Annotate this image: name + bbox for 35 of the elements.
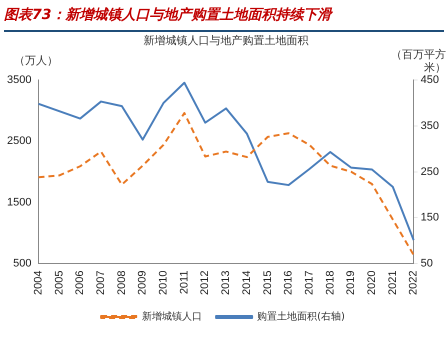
x-tick-label: 2009 (136, 270, 149, 296)
y-tick-label: 1500 (6, 196, 32, 208)
y-tick-label: 3500 (6, 74, 32, 86)
y-tick-label: 500 (13, 258, 32, 270)
x-tick-label: 2013 (220, 270, 232, 296)
x-tick-label: 2019 (345, 270, 358, 296)
x-tick-label: 2008 (116, 270, 128, 296)
x-tick-label: 2007 (95, 270, 108, 296)
x-tick-label: 2010 (158, 270, 170, 296)
x-tick-label: 2006 (74, 270, 86, 296)
y2-tick-label: 450 (420, 74, 440, 86)
legend-label: 购置土地面积(右轴) (257, 310, 345, 323)
y2-tick-label: 50 (420, 258, 433, 270)
x-tick-label: 2020 (366, 270, 378, 296)
y2-axis-title: （百万平方米） (391, 48, 446, 74)
x-tick-label: 2016 (282, 270, 295, 296)
x-tick-label: 2004 (32, 270, 44, 296)
x-tick-label: 2011 (178, 270, 190, 294)
y2-tick-label: 350 (420, 120, 440, 132)
x-tick-label: 2012 (199, 270, 212, 296)
y2-tick-label: 150 (420, 212, 440, 224)
legend-label: 新增城镇人口 (142, 310, 202, 323)
chart-title: 图表73：新增城镇人口与地产购置土地面积持续下滑 (4, 6, 332, 24)
x-tick-label: 2014 (240, 270, 253, 296)
x-tick-label: 2021 (386, 270, 399, 296)
y-tick-label: 2500 (6, 135, 32, 148)
x-tick-label: 2017 (303, 270, 316, 296)
line-series (37, 112, 415, 256)
x-tick-label: 2018 (324, 270, 336, 296)
chart-subtitle: 新增城镇人口与地产购置土地面积 (144, 34, 309, 47)
y2-tick-label: 250 (420, 166, 440, 178)
y-axis-title: （万人） (14, 54, 58, 67)
x-tick-label: 2005 (53, 270, 66, 296)
x-tick-label: 2015 (262, 270, 274, 296)
x-tick-label: 2022 (408, 270, 420, 296)
